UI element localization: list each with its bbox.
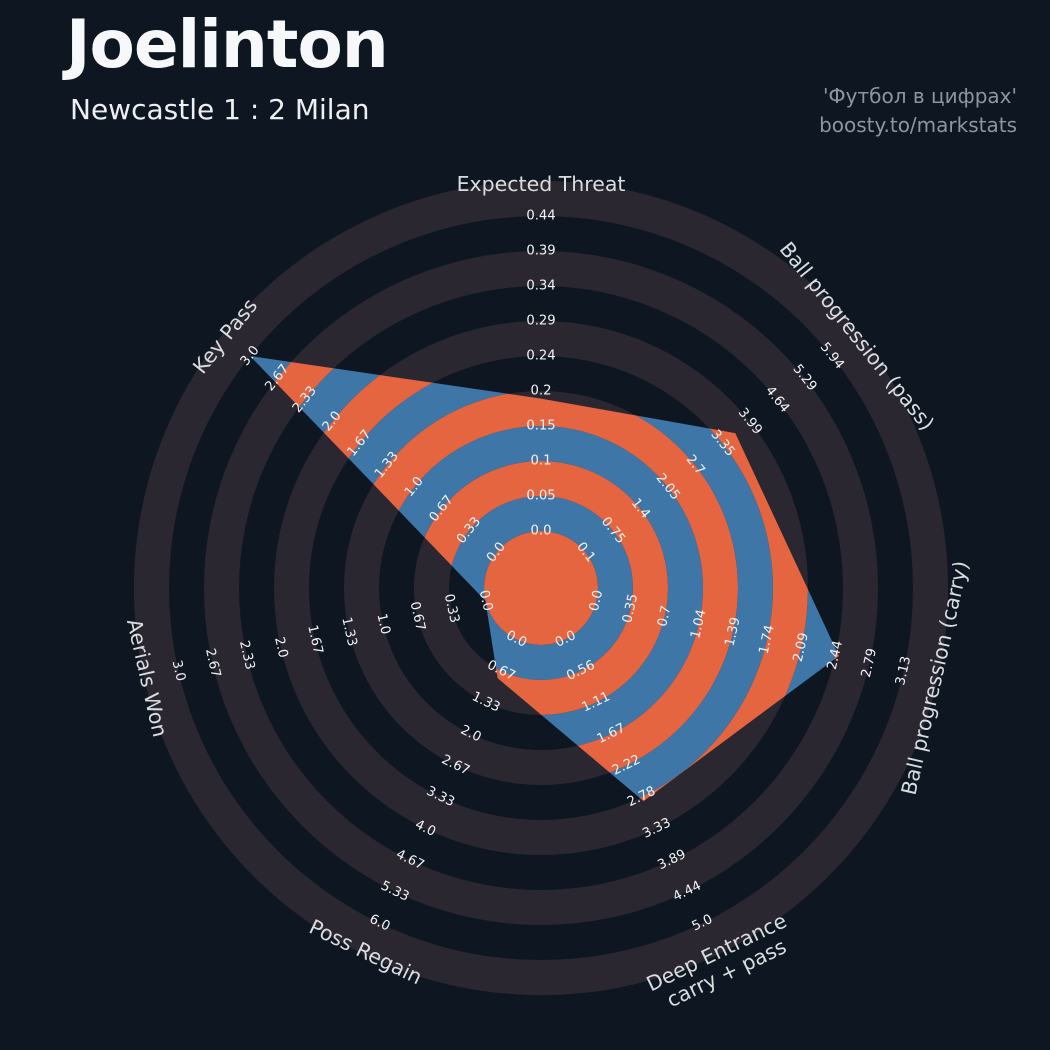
axis-label-expected-threat: Expected Threat bbox=[457, 172, 626, 196]
tick-label: 2.44 bbox=[825, 639, 846, 671]
page-title: Joelinton bbox=[66, 6, 389, 83]
tick-label: 3.0 bbox=[169, 659, 188, 683]
tick-label: 2.67 bbox=[202, 647, 223, 679]
tick-label: 0.0 bbox=[587, 589, 606, 613]
radar-ring-1 bbox=[449, 496, 633, 680]
tick-label: 1.04 bbox=[688, 608, 709, 640]
tick-label: 0.34 bbox=[526, 279, 555, 294]
tick-label: 1.74 bbox=[757, 624, 778, 656]
tick-label: 0.29 bbox=[526, 314, 555, 329]
tick-label: 2.33 bbox=[236, 639, 257, 671]
tick-label: 0.2 bbox=[531, 384, 552, 399]
tick-label: 0.39 bbox=[526, 244, 555, 259]
tick-label: 0.05 bbox=[526, 489, 555, 504]
tick-label: 2.79 bbox=[859, 647, 880, 679]
tick-label: 0.0 bbox=[476, 589, 495, 613]
radar-fill bbox=[250, 356, 839, 802]
tick-label: 1.0 bbox=[373, 612, 392, 636]
tick-label: 0.0 bbox=[531, 524, 552, 539]
axis-label-line: Expected Threat bbox=[457, 172, 626, 196]
tick-label: 1.39 bbox=[723, 616, 744, 648]
center-circle bbox=[484, 531, 598, 645]
tick-label: 2.09 bbox=[791, 631, 812, 663]
tick-label: 0.44 bbox=[526, 209, 555, 224]
tick-label: 0.15 bbox=[526, 419, 555, 434]
credit-line-1: 'Футбол в цифрах' bbox=[822, 84, 1017, 108]
credit-block: 'Футбол в цифрах' boosty.to/markstats bbox=[819, 82, 1017, 140]
credit-line-2: boosty.to/markstats bbox=[819, 113, 1017, 137]
tick-label: 3.13 bbox=[893, 655, 914, 687]
tick-label: 1.33 bbox=[338, 616, 359, 648]
tick-label: 0.24 bbox=[526, 349, 555, 364]
match-score: Newcastle 1 : 2 Milan bbox=[70, 93, 370, 126]
tick-label: 0.1 bbox=[531, 454, 552, 469]
tick-label: 2.0 bbox=[271, 636, 290, 660]
tick-labels: 0.00.050.10.150.20.240.290.340.390.440.1… bbox=[169, 209, 915, 935]
tick-label: 1.67 bbox=[304, 624, 325, 656]
tick-label: 0.35 bbox=[620, 593, 641, 625]
tick-label: 0.67 bbox=[407, 600, 428, 632]
tick-label: 0.7 bbox=[655, 604, 674, 628]
tick-label: 0.33 bbox=[441, 593, 462, 625]
